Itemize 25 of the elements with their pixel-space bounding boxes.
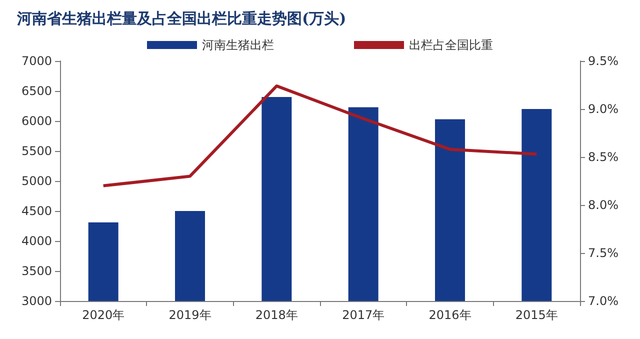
x-tick-label: 2019年 [168,308,212,322]
y2-tick-label: 7.0% [588,294,618,308]
y-tick-label: 4500 [21,204,52,218]
y-tick-label: 7000 [21,54,52,68]
y2-tick-label: 8.0% [588,198,618,212]
y2-tick-label: 8.5% [588,150,618,164]
y-tick-label: 5000 [21,174,52,188]
x-tick-label: 2015年 [515,308,558,322]
legend-label: 河南生猪出栏 [202,38,274,52]
y-tick-label: 3500 [21,264,52,278]
y2-tick-label: 9.0% [588,102,618,116]
legend-label: 出栏占全国比重 [409,38,493,52]
y-tick-label: 5500 [21,144,52,158]
x-tick-label: 2018年 [255,308,298,322]
y-tick-label: 4000 [21,234,52,248]
y-tick-label: 6000 [21,114,52,128]
y-tick-label: 3000 [21,294,52,308]
line-series [102,84,538,188]
x-tick-label: 2016年 [428,308,472,322]
x-tick-label: 2017年 [342,308,385,322]
y2-tick-label: 7.5% [588,246,618,260]
chart-title: 河南省生猪出栏量及占全国出栏比重走势图(万头) [16,10,346,28]
y-tick-label: 6500 [21,84,52,98]
x-tick-label: 2020年 [82,308,125,322]
y2-tick-label: 9.5% [588,54,618,68]
